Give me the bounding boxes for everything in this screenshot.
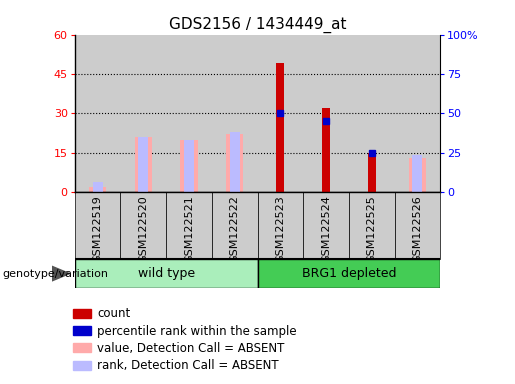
Title: GDS2156 / 1434449_at: GDS2156 / 1434449_at (169, 17, 346, 33)
Bar (166, 35, 212, 192)
Text: BRG1 depleted: BRG1 depleted (302, 267, 396, 280)
Bar (258, 35, 303, 192)
FancyBboxPatch shape (166, 192, 212, 259)
FancyBboxPatch shape (349, 192, 394, 259)
FancyBboxPatch shape (75, 259, 258, 288)
Text: GSM122520: GSM122520 (138, 195, 148, 263)
FancyBboxPatch shape (73, 309, 91, 318)
Bar (75, 35, 121, 192)
FancyBboxPatch shape (73, 326, 91, 335)
Bar (394, 35, 440, 192)
Text: wild type: wild type (138, 267, 195, 280)
Bar (368, 153, 376, 192)
Text: rank, Detection Call = ABSENT: rank, Detection Call = ABSENT (97, 359, 279, 372)
Bar (212, 35, 258, 192)
Bar (276, 63, 284, 192)
Polygon shape (52, 266, 70, 281)
FancyBboxPatch shape (73, 343, 91, 353)
Text: GSM122526: GSM122526 (413, 195, 422, 263)
Bar (322, 108, 330, 192)
FancyBboxPatch shape (75, 192, 121, 259)
Bar (89, 187, 106, 192)
Bar (303, 35, 349, 192)
Bar (184, 139, 194, 192)
Bar (230, 132, 239, 192)
Bar (180, 139, 198, 192)
Bar (413, 155, 422, 192)
Text: GSM122525: GSM122525 (367, 195, 377, 263)
Text: GSM122519: GSM122519 (93, 195, 102, 263)
Bar (349, 35, 394, 192)
Bar (121, 35, 166, 192)
Bar (134, 137, 152, 192)
FancyBboxPatch shape (258, 192, 303, 259)
FancyBboxPatch shape (394, 192, 440, 259)
FancyBboxPatch shape (212, 192, 258, 259)
Bar (409, 158, 426, 192)
Text: GSM122523: GSM122523 (276, 195, 285, 263)
Text: GSM122524: GSM122524 (321, 195, 331, 263)
Bar (93, 182, 102, 192)
FancyBboxPatch shape (73, 361, 91, 370)
Text: percentile rank within the sample: percentile rank within the sample (97, 324, 297, 338)
FancyBboxPatch shape (258, 259, 440, 288)
Text: GSM122522: GSM122522 (230, 195, 239, 263)
Bar (138, 137, 148, 192)
Bar (226, 134, 243, 192)
FancyBboxPatch shape (121, 192, 166, 259)
FancyBboxPatch shape (303, 192, 349, 259)
Text: genotype/variation: genotype/variation (3, 268, 109, 279)
Text: GSM122521: GSM122521 (184, 195, 194, 263)
Text: value, Detection Call = ABSENT: value, Detection Call = ABSENT (97, 342, 285, 355)
Text: count: count (97, 307, 130, 320)
